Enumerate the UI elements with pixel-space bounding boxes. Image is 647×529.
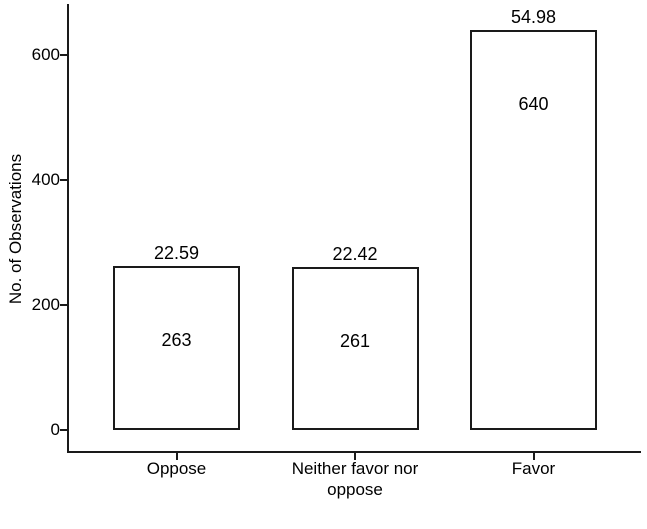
x-tick-label: Oppose (146, 459, 207, 478)
y-tick-label: 400 (31, 170, 60, 189)
y-tick-mark (60, 304, 67, 306)
bar (291, 266, 419, 430)
y-tick-label: 600 (31, 45, 60, 64)
y-tick-mark (60, 429, 67, 431)
bar-percent-label: 22.59 (153, 242, 200, 263)
bar-count-label: 263 (161, 329, 192, 350)
bar-percent-label: 54.98 (510, 7, 557, 27)
x-tick-label: Neither favor nor oppose (291, 459, 419, 499)
y-tick-label: 200 (31, 295, 60, 314)
bar (113, 265, 240, 430)
x-tick-mark (354, 453, 356, 460)
y-tick-label: 0 (50, 420, 60, 439)
bar-count-label: 261 (339, 330, 371, 351)
x-tick-mark (532, 453, 535, 460)
x-axis-line (67, 451, 641, 453)
bar (470, 30, 597, 430)
y-axis-line (67, 4, 69, 453)
x-tick-mark (175, 453, 178, 460)
bar-count-label: 640 (518, 94, 549, 114)
y-tick-mark (60, 54, 67, 56)
x-tick-label: Favor (511, 459, 556, 478)
y-tick-mark (60, 179, 67, 181)
bar-percent-label: 22.42 (332, 243, 378, 264)
